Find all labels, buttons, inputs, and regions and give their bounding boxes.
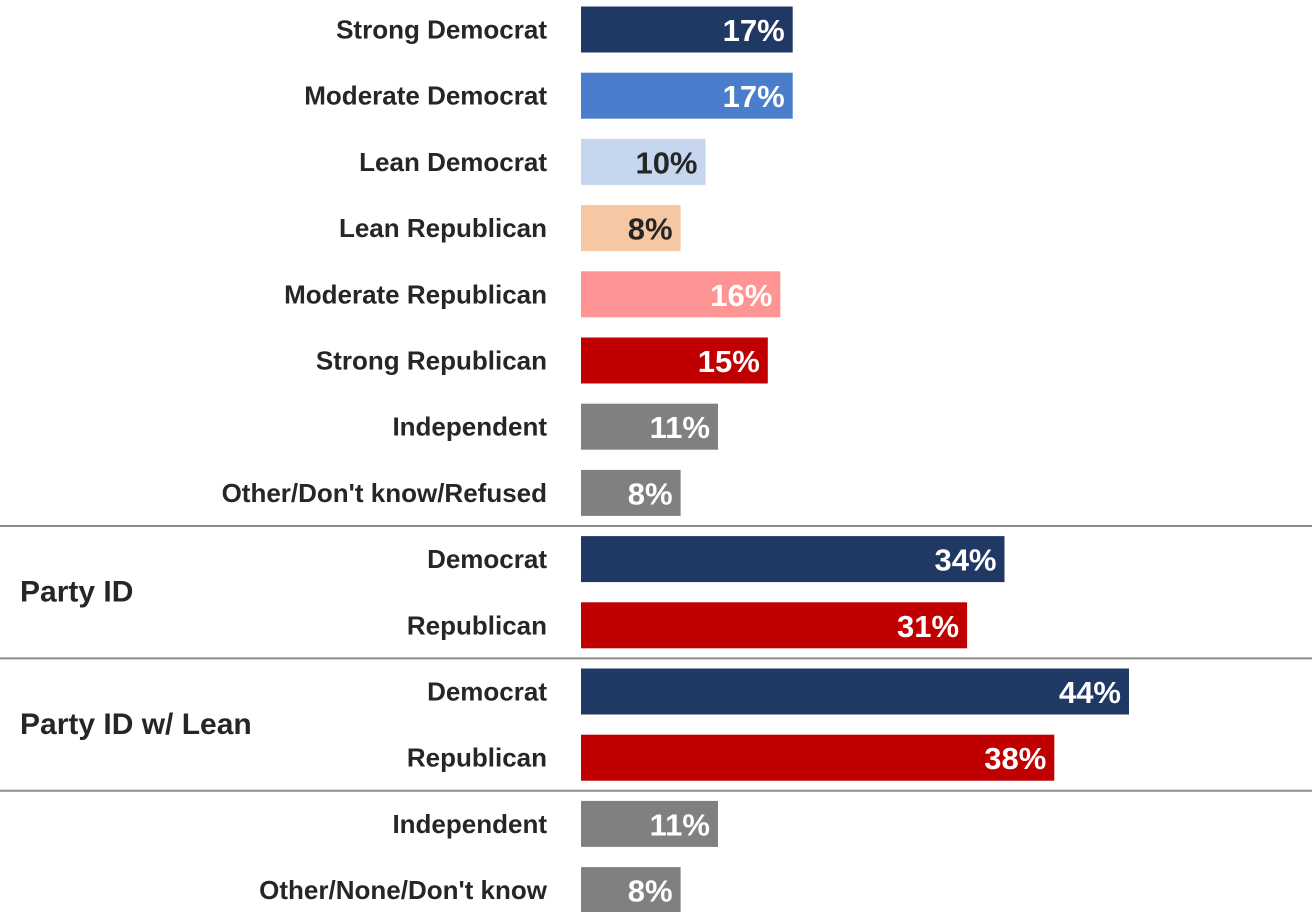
value-label-12: 11% [650, 807, 710, 842]
value-label-10: 44% [1059, 675, 1121, 710]
bar-0 [581, 6, 793, 53]
bar-2 [581, 138, 706, 185]
bar-9 [581, 602, 968, 649]
value-label-8: 34% [934, 543, 996, 578]
value-label-1: 17% [723, 79, 785, 114]
group-label-1: Party ID w/ Lean [20, 708, 252, 741]
category-label-6: Independent [392, 412, 547, 442]
bar-3 [581, 205, 681, 252]
category-label-9: Republican [407, 610, 547, 640]
category-label-7: Other/Don't know/Refused [222, 478, 547, 508]
category-label-2: Lean Democrat [359, 147, 547, 177]
bar-5 [581, 337, 768, 384]
value-label-5: 15% [698, 344, 760, 379]
category-label-1: Moderate Democrat [304, 81, 547, 111]
category-label-0: Strong Democrat [336, 15, 547, 45]
category-label-8: Democrat [427, 544, 547, 574]
bar-1 [581, 72, 793, 119]
bar-8 [581, 536, 1005, 583]
bar-10 [581, 668, 1129, 715]
bar-4 [581, 271, 781, 318]
category-label-12: Independent [392, 809, 547, 839]
category-label-11: Republican [407, 743, 547, 773]
value-label-11: 38% [984, 741, 1046, 776]
group-label-0: Party ID [20, 576, 133, 609]
category-label-13: Other/None/Don't know [259, 875, 548, 905]
category-label-3: Lean Republican [339, 213, 547, 243]
value-label-0: 17% [723, 13, 785, 48]
value-label-6: 11% [650, 410, 710, 445]
value-label-2: 10% [635, 145, 697, 180]
bar-7 [581, 469, 681, 516]
bar-11 [581, 734, 1055, 781]
category-label-5: Strong Republican [316, 346, 547, 376]
value-label-4: 16% [710, 278, 772, 313]
bar-6 [581, 403, 718, 450]
bar-12 [581, 800, 718, 847]
value-label-13: 8% [628, 874, 673, 909]
bar-13 [581, 867, 681, 912]
value-label-7: 8% [628, 476, 673, 511]
category-label-10: Democrat [427, 677, 547, 707]
value-label-3: 8% [628, 212, 673, 247]
value-label-9: 31% [897, 609, 959, 644]
category-label-4: Moderate Republican [284, 279, 547, 309]
